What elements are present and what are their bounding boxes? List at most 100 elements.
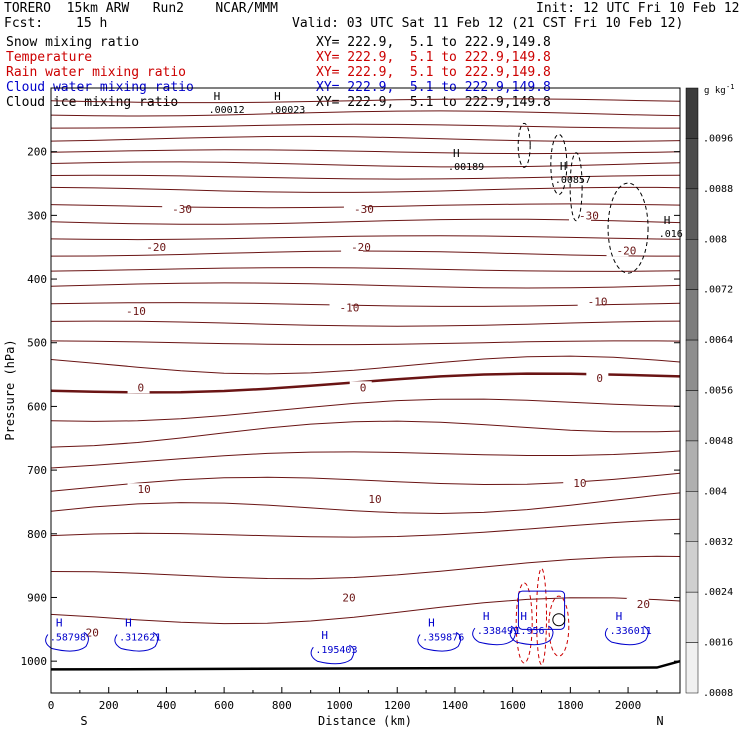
- y-tick-label: 700: [27, 464, 47, 477]
- isotherm-label: 10: [138, 483, 151, 496]
- isotherm-label: -30: [354, 203, 374, 216]
- legend-rain-xy: XY= 222.9, 5.1 to 222.9,149.8: [316, 65, 551, 80]
- colorbar-swatch: [685, 289, 699, 341]
- colorbar-swatch: [685, 390, 699, 442]
- isotherm-label-bg: [127, 483, 150, 496]
- isotherm: [50, 267, 681, 272]
- cloud-water-peak-letter: H: [56, 617, 63, 630]
- snow-contour: [569, 152, 583, 222]
- snow-contour: [607, 182, 649, 274]
- snow-peak-letter: H: [214, 90, 221, 103]
- south-label: S: [80, 714, 87, 728]
- isotherm: [50, 218, 681, 225]
- legend-temperature-label: Temperature: [6, 50, 93, 65]
- isotherm-label: -20: [351, 241, 371, 254]
- y-tick-label: 1000: [21, 655, 48, 668]
- isotherm-label: 0: [360, 381, 367, 394]
- legend-rain-label: Rain water mixing ratio: [6, 65, 187, 80]
- isotherm: [50, 174, 681, 180]
- y-tick-label: 300: [27, 209, 47, 222]
- isotherm-label: -10: [340, 302, 360, 315]
- snow-peak-value: .00857: [555, 175, 591, 186]
- x-tick-label: 600: [214, 699, 234, 712]
- isotherm-label: 0: [596, 372, 603, 385]
- colorbar-tick: .0064: [703, 335, 733, 346]
- cloud-water-peak-value: .312621: [119, 633, 161, 644]
- legend-cloud-ice-label: Cloud ice mixing ratio: [6, 95, 179, 110]
- x-tick-label: 2000: [615, 699, 642, 712]
- cloud-water-peak-letter: H: [428, 617, 435, 630]
- isotherm-label-bg: [563, 476, 586, 489]
- colorbar-swatch: [685, 339, 699, 391]
- y-tick-label: 900: [27, 591, 47, 604]
- isotherm-label-bg: [75, 626, 98, 639]
- snow-peak-letter: H: [664, 214, 671, 227]
- y-tick-label: 200: [27, 146, 47, 159]
- isotherm-label-bg: [569, 209, 592, 222]
- cloud-water-core: [517, 590, 566, 630]
- colorbar-swatch: [685, 491, 699, 543]
- x-tick-label: 1000: [326, 699, 353, 712]
- colorbar-tick: .0016: [703, 638, 733, 649]
- colorbar-tick: .008: [703, 234, 727, 245]
- snow-peak-letter: H: [274, 90, 281, 103]
- colorbar-tick: .0008: [703, 688, 733, 699]
- snow-peak-value: .00012: [209, 105, 245, 116]
- isotherm-label-bg: [577, 295, 600, 308]
- isotherm-label: -10: [126, 305, 146, 318]
- legend-snow-label: Snow mixing ratio: [6, 35, 140, 50]
- snow-peak-letter: H: [560, 160, 567, 173]
- isotherm: [50, 355, 681, 375]
- isotherm-label-bg: [136, 241, 159, 254]
- forecast-label: Fcst:: [4, 16, 44, 31]
- cloud-water-peak-value: .359876: [422, 633, 464, 644]
- cloud-water-contour: [472, 625, 516, 646]
- colorbar-swatch: [685, 239, 699, 290]
- legend-temperature-xy: XY= 222.9, 5.1 to 222.9,149.8: [316, 50, 551, 65]
- isotherm-label: 20: [86, 627, 99, 640]
- isotherm-label-bg: [329, 301, 352, 314]
- cloud-water-peak-value: .58798: [50, 633, 86, 644]
- colorbar-tick: .0096: [703, 133, 733, 144]
- isotherm: [50, 282, 681, 289]
- colorbar-tick: .0056: [703, 386, 733, 397]
- forecast-hour: 15 h: [76, 16, 108, 31]
- valid-time: Valid: 03 UTC Sat 11 Feb 12 (21 CST Fri …: [292, 16, 684, 31]
- colorbar-swatch: [685, 642, 699, 694]
- cloud-water-peak-value: .195403: [315, 645, 357, 656]
- isotherm: [50, 135, 681, 143]
- x-tick-label: 0: [48, 699, 55, 712]
- isotherm: [50, 518, 681, 538]
- isotherm: [50, 472, 681, 492]
- x-tick-label: 200: [99, 699, 119, 712]
- colorbar-unit-exponent: -1: [726, 83, 734, 91]
- cloud-water-peak-value: .336011: [610, 626, 652, 637]
- cloud-water-contour: [114, 632, 159, 652]
- isotherm-label: -20: [146, 241, 166, 254]
- isotherm-label-bg: [341, 241, 364, 254]
- x-tick-label: 800: [272, 699, 292, 712]
- snow-contour: [517, 122, 531, 168]
- isotherm-label: 10: [368, 493, 381, 506]
- y-tick-label: 600: [27, 400, 47, 413]
- model-title: TORERO 15km ARW Run2 NCAR/MMM: [4, 1, 278, 16]
- isotherm: [50, 398, 681, 422]
- x-axis-label: Distance (km): [318, 714, 412, 728]
- isotherm: [50, 186, 681, 193]
- isotherm-label: -30: [579, 209, 599, 222]
- cloud-water-peak-letter: H: [321, 629, 328, 642]
- cloud-water-peak-letter: H: [520, 610, 527, 623]
- isotherm-label-bg: [586, 371, 609, 384]
- y-tick-label: 400: [27, 273, 47, 286]
- cloud-water-peak-letter: H: [483, 610, 490, 623]
- colorbar-swatch: [685, 591, 699, 643]
- colorbar-tick: .0072: [703, 285, 733, 296]
- y-tick-label: 800: [27, 528, 47, 541]
- isotherm: [50, 340, 681, 346]
- isotherm: [50, 597, 681, 625]
- y-tick-label: 500: [27, 337, 47, 350]
- init-time: Init: 12 UTC Fri 10 Feb 12: [536, 1, 740, 16]
- isotherm: [50, 235, 681, 241]
- isotherm: [50, 450, 681, 469]
